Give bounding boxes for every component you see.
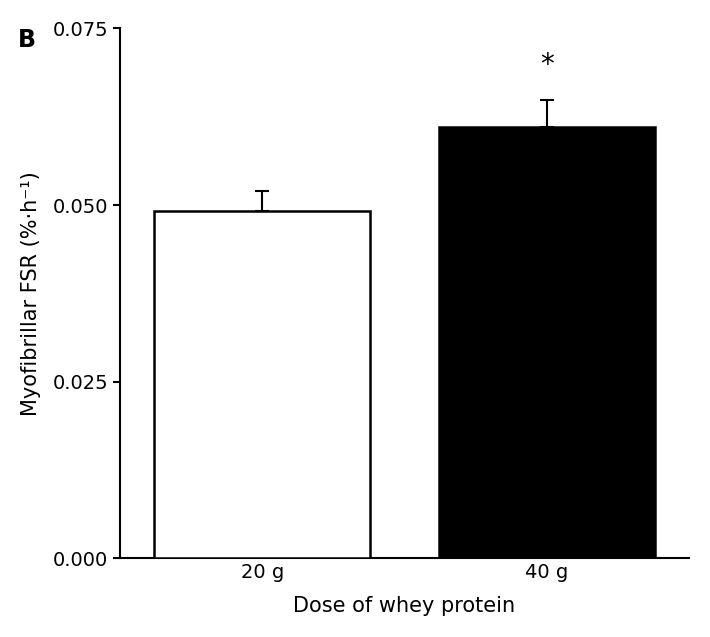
X-axis label: Dose of whey protein: Dose of whey protein [293,596,515,616]
Text: B: B [18,28,36,52]
Text: *: * [540,51,554,79]
Y-axis label: Myofibrillar FSR (%·h⁻¹): Myofibrillar FSR (%·h⁻¹) [21,171,41,416]
Bar [154,211,371,559]
Bar [439,127,655,559]
